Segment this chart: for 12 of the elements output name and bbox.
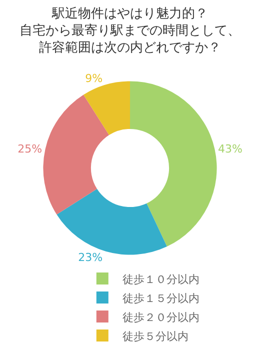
donut-slice: [83, 81, 130, 136]
legend-label: 徒歩５分以内: [122, 330, 188, 343]
legend-label: 徒歩１５分以内: [122, 292, 200, 305]
donut-slice: [130, 81, 217, 247]
chart-title: 駅近物件はやはり魅力的？自宅から最寄り駅までの時間として、許容範囲は次の内どれですか？: [20, 6, 240, 56]
data-label: 9%: [85, 72, 103, 86]
data-label: 43%: [218, 142, 242, 156]
legend-label: 徒歩１０分以内: [122, 272, 200, 286]
data-label: 23%: [78, 250, 103, 264]
donut-slice: [43, 94, 110, 215]
data-label: 25%: [18, 142, 42, 156]
legend-label: 徒歩２０分以内: [122, 310, 200, 324]
